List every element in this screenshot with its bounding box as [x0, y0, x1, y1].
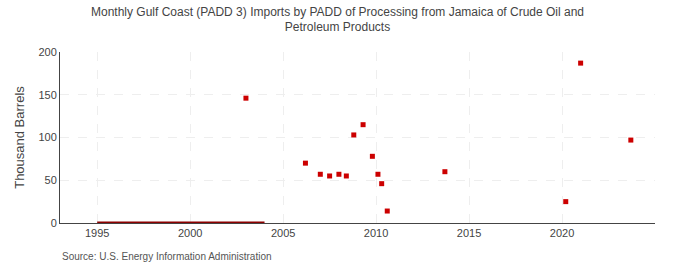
svg-text:Thousand Barrels: Thousand Barrels — [12, 86, 27, 189]
svg-text:0: 0 — [51, 217, 57, 229]
svg-text:150: 150 — [38, 89, 56, 101]
svg-text:50: 50 — [45, 174, 57, 186]
svg-text:Source: U.S. Energy Informatio: Source: U.S. Energy Information Administ… — [62, 251, 272, 262]
svg-text:100: 100 — [38, 131, 56, 143]
svg-text:2020: 2020 — [550, 227, 574, 239]
svg-text:2015: 2015 — [457, 227, 481, 239]
svg-text:1995: 1995 — [85, 227, 109, 239]
svg-text:2010: 2010 — [364, 227, 388, 239]
svg-text:2005: 2005 — [271, 227, 295, 239]
svg-text:2000: 2000 — [178, 227, 202, 239]
svg-text:Monthly Gulf Coast (PADD 3) Im: Monthly Gulf Coast (PADD 3) Imports by P… — [91, 5, 584, 35]
svg-text:200: 200 — [38, 46, 56, 58]
